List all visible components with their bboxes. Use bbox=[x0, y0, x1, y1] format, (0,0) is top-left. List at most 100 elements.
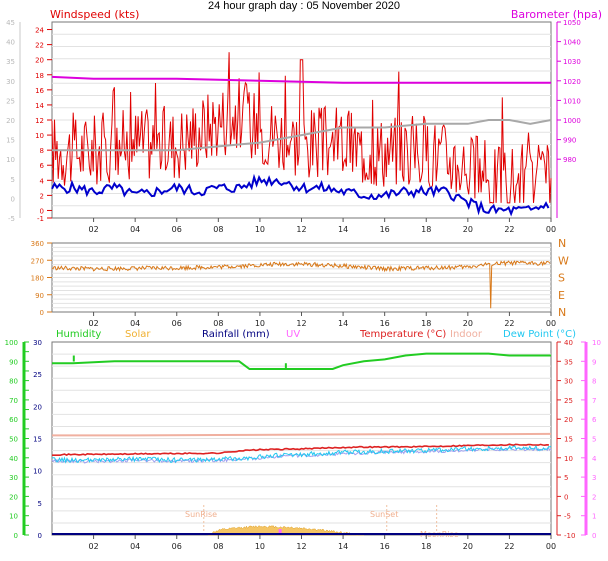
legend-item: Solar bbox=[125, 329, 151, 340]
humidity-spike bbox=[284, 363, 287, 370]
compass-label: W bbox=[558, 254, 569, 267]
series-line-wind-direction bbox=[51, 260, 551, 309]
x-tick-label: 20 bbox=[463, 319, 473, 328]
humidity-tick-label: 50 bbox=[9, 436, 18, 444]
series-line-indoor bbox=[52, 432, 552, 437]
x-tick-label: 18 bbox=[421, 542, 431, 551]
rain-tick-label: 0 bbox=[38, 532, 42, 540]
series-area-solar bbox=[207, 525, 364, 536]
temp-tick-label: -10 bbox=[564, 532, 575, 540]
rain-tick-label: 10 bbox=[33, 468, 42, 476]
compass-label: N bbox=[558, 237, 566, 250]
y-tick-label: 16 bbox=[35, 87, 44, 95]
baro-tick-label: 1030 bbox=[563, 58, 581, 66]
temp-tick-label: 20 bbox=[564, 416, 573, 424]
x-tick-label: 04 bbox=[130, 225, 140, 234]
humidity-spike bbox=[72, 355, 75, 362]
dir-tick-label: 180 bbox=[31, 275, 44, 283]
y-tick-label: 8 bbox=[40, 147, 44, 155]
x-tick-label: 02 bbox=[88, 319, 98, 328]
x-tick-label: 16 bbox=[380, 542, 390, 551]
temp-tick-label: 35 bbox=[564, 358, 573, 366]
series-bar-uv bbox=[278, 529, 282, 535]
annotation-sunrise: SunRise bbox=[185, 510, 217, 519]
outer-tick-label: 35 bbox=[6, 58, 15, 66]
baro-tick-label: 1010 bbox=[563, 97, 581, 105]
temp-tick-label: -5 bbox=[564, 513, 571, 521]
x-tick-label: 12 bbox=[296, 319, 306, 328]
x-tick-label: 18 bbox=[421, 225, 431, 234]
x-tick-label: 00 bbox=[546, 319, 556, 328]
uv-tick-label: 1 bbox=[592, 513, 596, 521]
annotation-sunset: SunSet bbox=[370, 510, 398, 519]
humidity-tick-label: 60 bbox=[9, 416, 18, 424]
x-tick-label: 06 bbox=[172, 225, 182, 234]
y-tick-label: 6 bbox=[40, 162, 45, 170]
outer-tick-label: 25 bbox=[6, 97, 15, 105]
rain-tick-label: 25 bbox=[33, 371, 42, 379]
baro-tick-label: 1020 bbox=[563, 78, 581, 86]
outer-tick-label: -5 bbox=[8, 215, 15, 223]
x-tick-label: 00 bbox=[546, 225, 556, 234]
uv-tick-label: 3 bbox=[592, 474, 596, 482]
x-tick-label: 16 bbox=[380, 225, 390, 234]
humidity-tick-label: 80 bbox=[9, 378, 18, 386]
baro-tick-label: 1050 bbox=[563, 19, 581, 27]
dir-tick-label: 90 bbox=[35, 292, 44, 300]
legend-item: UV bbox=[286, 329, 300, 340]
humidity-tick-label: 0 bbox=[14, 532, 18, 540]
baro-tick-label: 1040 bbox=[563, 39, 581, 47]
legend-item: Humidity bbox=[56, 329, 101, 340]
legend-item: Indoor bbox=[450, 329, 483, 340]
uv-tick-label: 8 bbox=[592, 378, 596, 386]
series-line-wind-average bbox=[51, 173, 550, 217]
temp-tick-label: 10 bbox=[564, 455, 573, 463]
x-tick-label: 10 bbox=[255, 542, 265, 551]
temp-tick-label: 15 bbox=[564, 436, 573, 444]
uv-tick-label: 2 bbox=[592, 493, 596, 501]
legend-item: Rainfall (mm) bbox=[202, 329, 270, 340]
x-tick-label: 12 bbox=[296, 225, 306, 234]
x-tick-label: 10 bbox=[255, 225, 265, 234]
compass-label: N bbox=[558, 306, 566, 319]
uv-tick-label: 7 bbox=[592, 397, 596, 405]
y-tick-label: 18 bbox=[35, 72, 44, 80]
humidity-tick-label: 20 bbox=[9, 493, 18, 501]
outer-tick-label: 20 bbox=[6, 117, 15, 125]
x-tick-label: 22 bbox=[504, 225, 514, 234]
y-tick-label: -1 bbox=[37, 215, 44, 223]
y-tick-label: 2 bbox=[40, 192, 44, 200]
humidity-tick-label: 10 bbox=[9, 513, 18, 521]
outer-tick-label: 0 bbox=[11, 195, 15, 203]
series-line-temperature bbox=[52, 443, 549, 457]
x-tick-label: 08 bbox=[213, 225, 223, 234]
rain-tick-label: 20 bbox=[33, 403, 42, 411]
series-line-windspeed bbox=[51, 52, 552, 204]
x-tick-label: 08 bbox=[213, 542, 223, 551]
x-tick-label: 22 bbox=[504, 319, 514, 328]
y-tick-label: 24 bbox=[35, 27, 44, 35]
humidity-tick-label: 70 bbox=[9, 397, 18, 405]
x-tick-label: 14 bbox=[338, 319, 348, 328]
x-tick-label: 18 bbox=[421, 319, 431, 328]
temp-tick-label: 40 bbox=[564, 339, 573, 347]
x-tick-label: 08 bbox=[213, 319, 223, 328]
humidity-tick-label: 100 bbox=[5, 339, 18, 347]
x-tick-label: 20 bbox=[463, 225, 473, 234]
y-tick-label: 12 bbox=[35, 117, 44, 125]
baro-tick-label: 980 bbox=[563, 156, 576, 164]
x-tick-label: 04 bbox=[130, 319, 140, 328]
outer-tick-label: 30 bbox=[6, 78, 15, 86]
x-tick-label: 04 bbox=[130, 542, 140, 551]
x-tick-label: 10 bbox=[255, 319, 265, 328]
x-tick-label: 00 bbox=[546, 542, 556, 551]
humidity-tick-label: 30 bbox=[9, 474, 18, 482]
outer-tick-label: 40 bbox=[6, 39, 15, 47]
y-tick-label: 22 bbox=[35, 42, 44, 50]
x-tick-label: 02 bbox=[88, 225, 98, 234]
x-tick-label: 16 bbox=[380, 319, 390, 328]
x-tick-label: 22 bbox=[504, 542, 514, 551]
baro-tick-label: 990 bbox=[563, 137, 576, 145]
dir-tick-label: 270 bbox=[31, 257, 44, 265]
y-tick-label: 0 bbox=[40, 207, 44, 215]
